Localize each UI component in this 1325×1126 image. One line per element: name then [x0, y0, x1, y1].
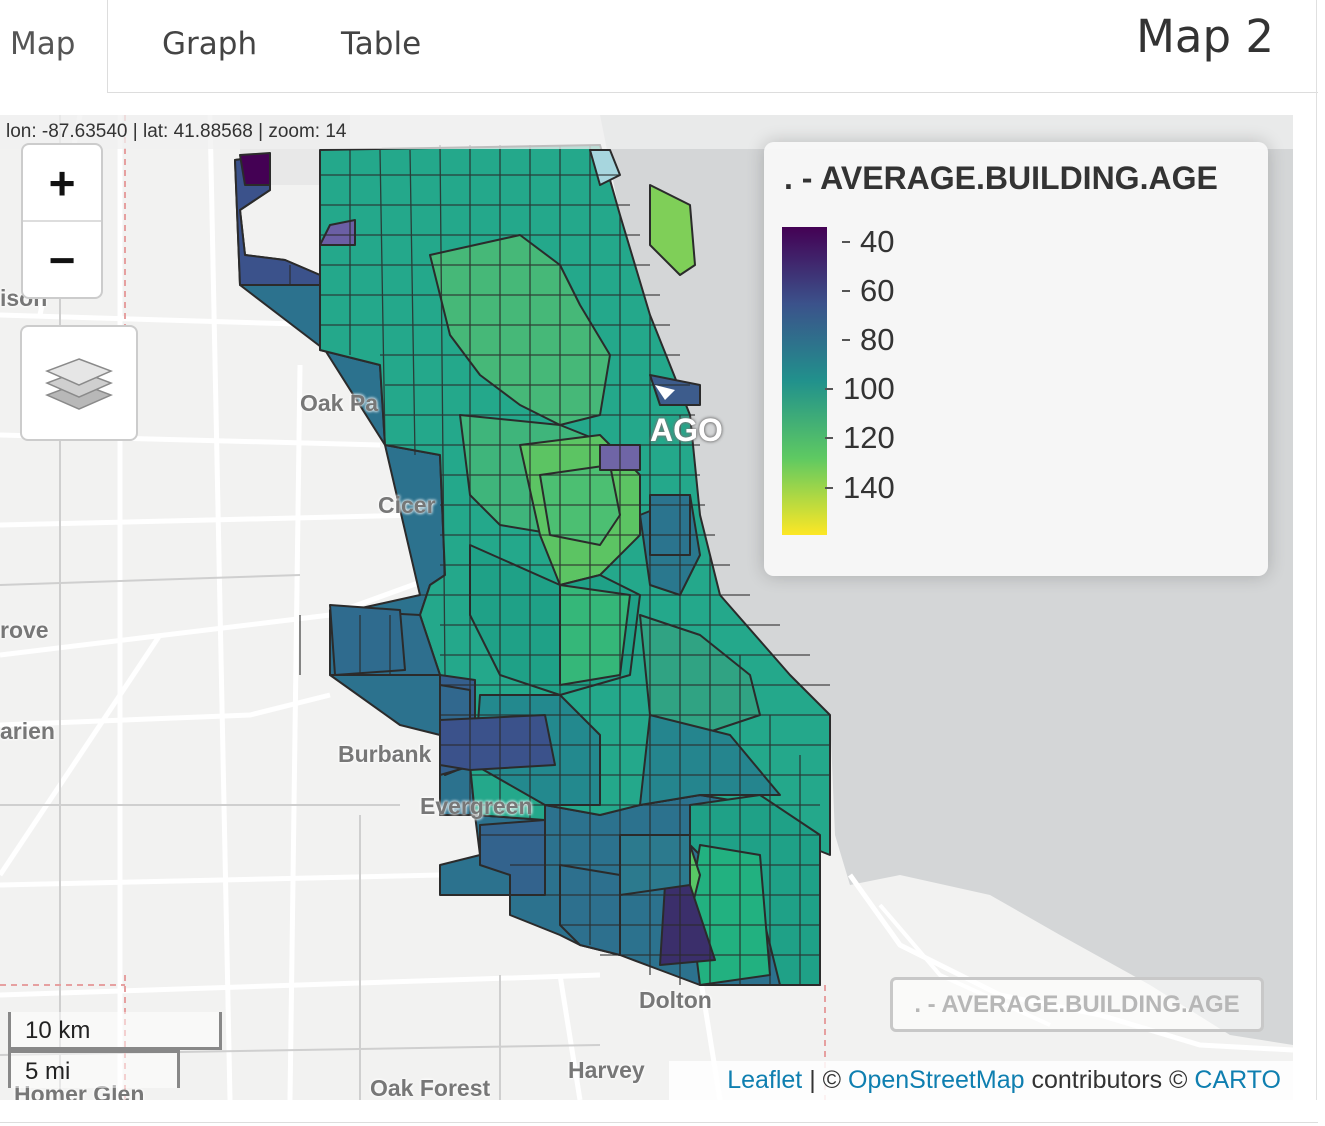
osm-link[interactable]: OpenStreetMap	[848, 1066, 1025, 1094]
legend-tick: 140	[825, 470, 895, 505]
scale-bar-km: 10 km	[8, 1012, 222, 1050]
legend-tick: 80	[841, 322, 895, 357]
tab-map[interactable]: Map	[0, 0, 108, 93]
carto-link[interactable]: CARTO	[1194, 1066, 1281, 1094]
place-label: AGO	[650, 412, 723, 448]
panel-border-bottom	[0, 1122, 1318, 1123]
scale-bar-mi: 5 mi	[8, 1050, 180, 1088]
zoom-control: + −	[21, 143, 103, 299]
place-label: arien	[0, 718, 55, 744]
zoom-in-button[interactable]: +	[48, 156, 76, 209]
map-legend: . - AVERAGE.BUILDING.AGE 40 60 80 100 12…	[764, 142, 1268, 576]
map-container[interactable]: ison t Oak Pa AGO Cicer rove arien Burba…	[0, 115, 1293, 1100]
layer-toggle-button[interactable]: . - AVERAGE.BUILDING.AGE	[890, 977, 1264, 1032]
attribution-separator: | ©	[802, 1066, 849, 1094]
place-label: Oak Pa	[300, 390, 378, 416]
tab-table[interactable]: Table	[341, 26, 422, 62]
leaflet-link[interactable]: Leaflet	[727, 1066, 803, 1094]
place-label: Burbank	[338, 741, 432, 767]
zoom-out-button[interactable]: −	[23, 220, 101, 297]
page-title: Map 2	[1136, 10, 1274, 63]
legend-tick: 100	[825, 371, 895, 406]
legend-tick: 40	[841, 224, 895, 259]
tab-bar: Map Graph Table Map 2	[0, 0, 1318, 93]
legend-title: . - AVERAGE.BUILDING.AGE	[784, 160, 1218, 196]
place-label: Harvey	[568, 1057, 645, 1083]
place-label: Dolton	[639, 987, 712, 1013]
place-label: Evergreen	[420, 793, 533, 819]
place-label: Cicer	[378, 492, 436, 518]
tab-graph[interactable]: Graph	[162, 26, 258, 62]
layers-icon	[45, 358, 113, 410]
place-label: Oak Forest	[370, 1075, 491, 1100]
panel-border	[1316, 0, 1317, 1100]
attribution-contributors: contributors ©	[1024, 1066, 1195, 1094]
legend-tick: 120	[825, 420, 895, 455]
place-label: rove	[0, 617, 49, 643]
legend-tick: 60	[841, 273, 895, 308]
legend-color-bar	[782, 227, 827, 535]
map-attribution: Leaflet | © OpenStreetMap contributors ©…	[669, 1061, 1293, 1100]
layers-button[interactable]	[20, 325, 138, 441]
